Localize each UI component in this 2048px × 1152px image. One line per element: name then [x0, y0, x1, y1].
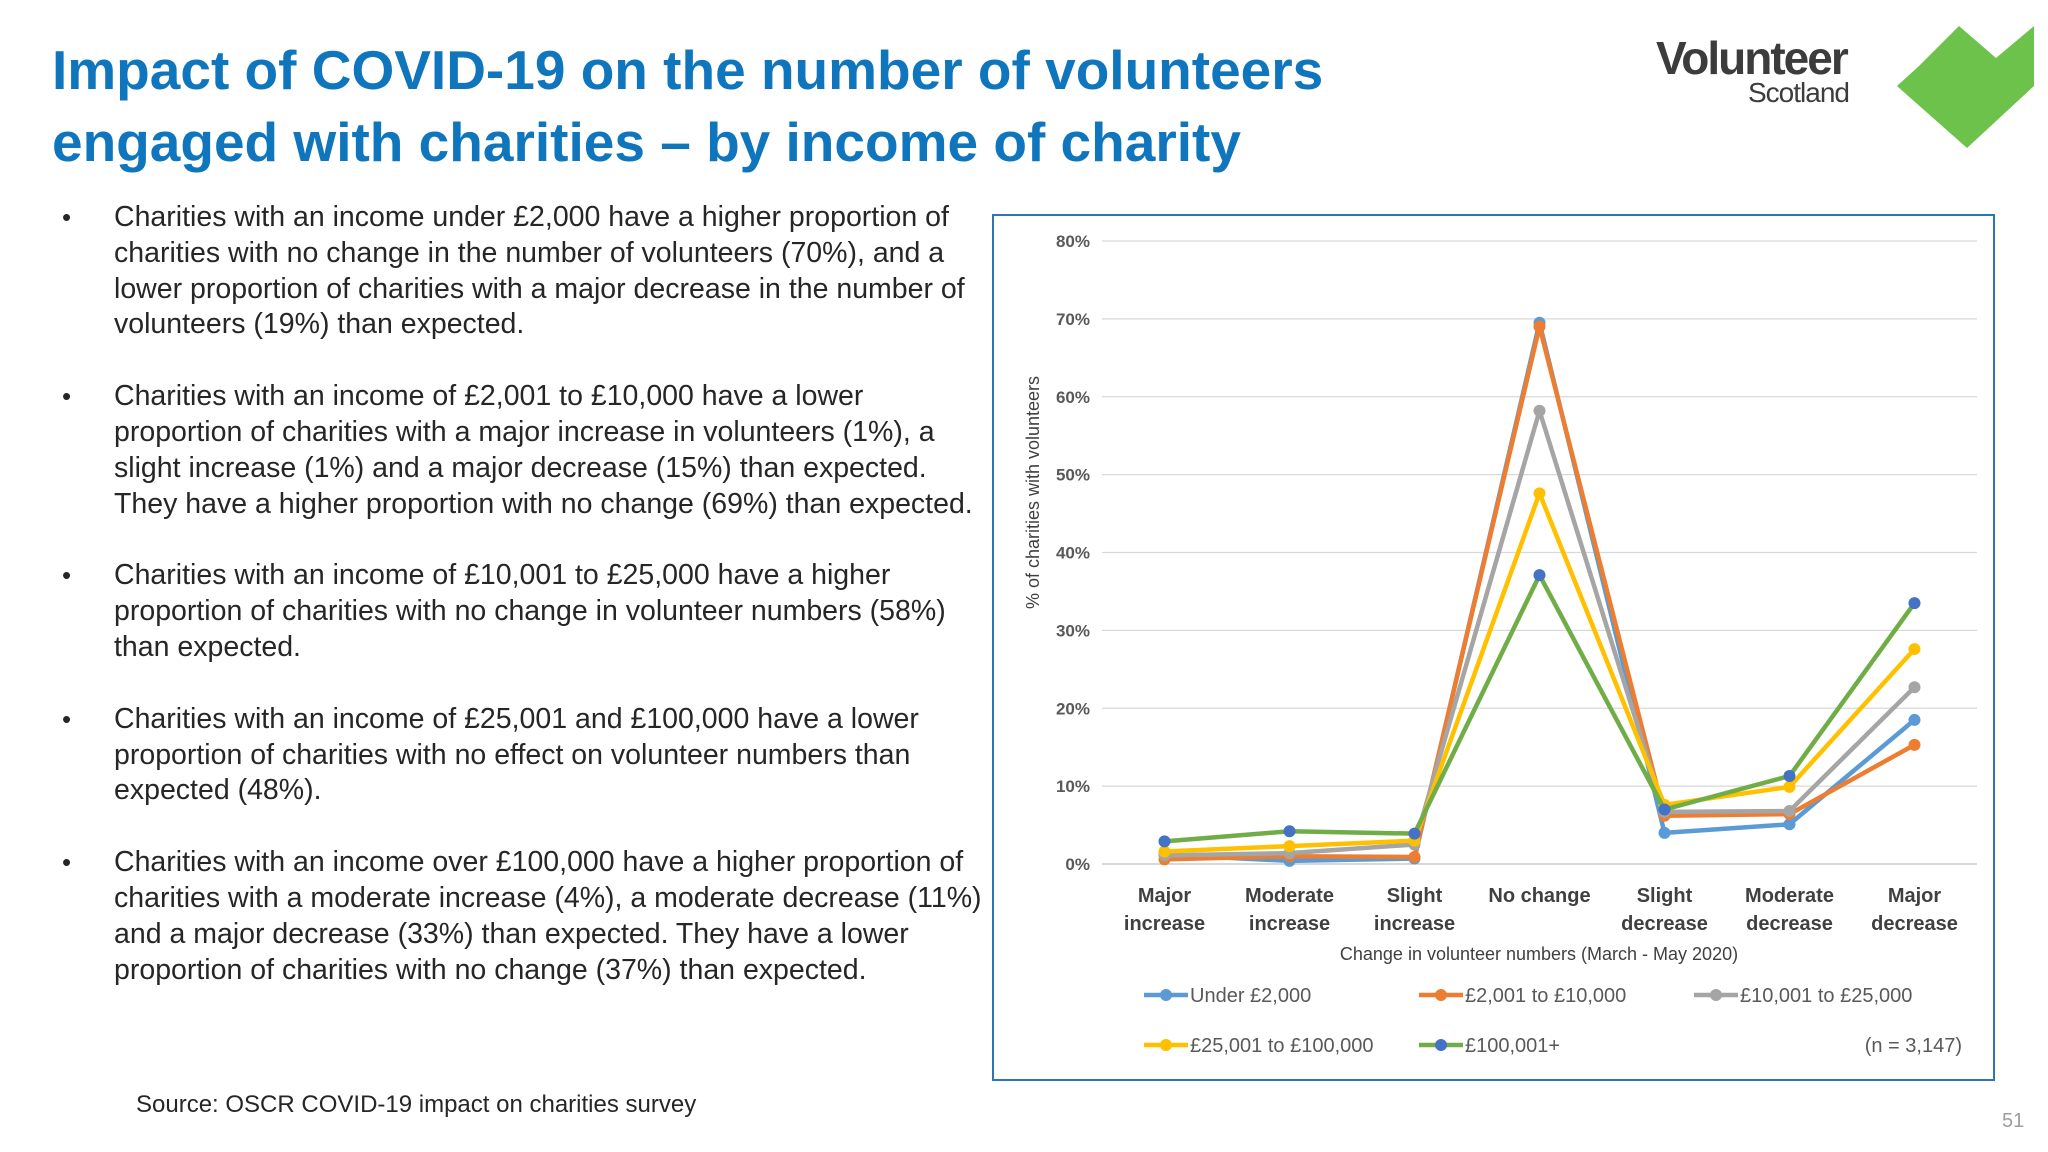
x-category-label: Slight decrease: [1621, 885, 1708, 935]
data-point: [1908, 597, 1921, 610]
data-point: [1408, 827, 1421, 840]
legend-item: £25,001 to £100,000: [1144, 1035, 1374, 1057]
data-point: [1783, 770, 1796, 783]
data-point: [1158, 845, 1171, 858]
logo-text-scotland: Scotland: [1748, 77, 1849, 108]
bullet-dot: •: [62, 560, 72, 591]
data-point: [1908, 681, 1921, 694]
x-category-label: Moderate decrease: [1745, 885, 1834, 935]
legend-item: Under £2,000: [1144, 985, 1311, 1007]
data-point: [1658, 826, 1671, 839]
data-point: [1533, 569, 1546, 582]
slide-title-line-1: Impact of COVID-19 on the number of volu…: [52, 39, 1324, 101]
data-point: [1408, 850, 1421, 863]
bullet-item: • Charities with an income of £10,001 to …: [62, 558, 982, 665]
x-axis-categories: Major increase Moderate increase Slight incre…: [1124, 885, 1958, 935]
bullet-list: • Charities with an income under £2,000 h…: [62, 200, 982, 1024]
data-point: [1783, 818, 1796, 831]
legend: Under £2,000 £2,001 to £10,000 £10,001 to …: [1144, 985, 1912, 1057]
y-tick-label: 10%: [1056, 777, 1090, 796]
data-point: [1783, 780, 1796, 793]
slide-title-line-2: engaged with charities – by income of ch…: [52, 111, 1241, 173]
x-axis-title: Change in volunteer numbers (March - May…: [1340, 944, 1738, 964]
bullet-text: Charities with an income of £10,001 to £…: [114, 559, 946, 663]
series-10-001-to-25-000: [1158, 404, 1921, 862]
legend-swatch-marker: [1435, 1039, 1447, 1051]
chart-container: 0% 10% 20% 30% 40% 50% 60% 70% 80% % of charitie…: [992, 214, 1995, 1081]
y-tick-label: 80%: [1056, 232, 1090, 251]
y-tick-label: 50%: [1056, 466, 1090, 485]
series-25-001-to-100-000: [1158, 487, 1921, 858]
legend-label: £25,001 to £100,000: [1190, 1035, 1374, 1057]
bullet-dot: •: [62, 202, 72, 232]
legend-label: £2,001 to £10,000: [1465, 985, 1626, 1007]
data-point: [1283, 840, 1296, 853]
data-point: [1533, 487, 1546, 500]
legend-label: Under £2,000: [1190, 985, 1311, 1007]
series-under-2-000: [1158, 316, 1921, 867]
x-category-label: Major increase: [1124, 885, 1205, 935]
data-point: [1533, 404, 1546, 417]
y-tick-label: 60%: [1056, 388, 1090, 407]
data-point: [1908, 738, 1921, 751]
logo-text-volunteer: Volunteer: [1656, 32, 1849, 84]
slide-title: Impact of COVID-19 on the number of volu…: [52, 34, 1552, 178]
series-lines: [1158, 316, 1921, 867]
x-category-label: Major decrease: [1871, 885, 1958, 935]
bullet-text: Charities with an income over £100,000 h…: [114, 846, 982, 986]
x-category-label: No change: [1488, 885, 1590, 907]
series-2-001-to-10-000: [1158, 320, 1921, 866]
data-point: [1658, 803, 1671, 816]
bullet-text: Charities with an income of £25,001 and …: [114, 702, 919, 807]
y-tick-label: 70%: [1056, 310, 1090, 329]
legend-label: £10,001 to £25,000: [1740, 985, 1912, 1007]
gridlines: [1102, 240, 1977, 865]
bullet-text: Charities with an income under £2,000 ha…: [114, 201, 965, 341]
bullet-dot: •: [62, 703, 72, 734]
bullet-item: • Charities with an income of £25,001 and…: [62, 702, 982, 809]
y-axis-title: % of charities with volunteers: [1023, 376, 1043, 609]
legend-item: £10,001 to £25,000: [1694, 985, 1912, 1007]
data-point: [1908, 643, 1921, 656]
y-tick-label: 0%: [1065, 855, 1090, 874]
series-line: [1164, 320, 1916, 864]
series-line: [1164, 408, 1917, 858]
legend-item: £2,001 to £10,000: [1419, 985, 1626, 1007]
legend-item: £100,001+: [1419, 1035, 1560, 1057]
series-100-001: [1158, 569, 1921, 848]
source-note: Source: OSCR COVID-19 impact on charitie…: [136, 1091, 697, 1118]
data-point: [1908, 713, 1921, 726]
x-category-label: Moderate increase: [1245, 885, 1334, 935]
bullet-item: • Charities with an income over £100,000 …: [62, 845, 982, 988]
legend-swatch-marker: [1710, 989, 1722, 1001]
bullet-item: • Charities with an income of £2,001 to £…: [62, 379, 982, 522]
bullet-dot: •: [62, 381, 72, 412]
legend-swatch-marker: [1160, 1039, 1172, 1051]
sample-size-annotation: (n = 3,147): [1865, 1035, 1962, 1057]
y-axis-ticks: 0% 10% 20% 30% 40% 50% 60% 70% 80%: [1056, 232, 1090, 874]
legend-swatch-marker: [1160, 989, 1172, 1001]
bullet-item: • Charities with an income under £2,000 h…: [62, 200, 982, 343]
data-point: [1783, 805, 1796, 818]
line-chart: 0% 10% 20% 30% 40% 50% 60% 70% 80% % of charitie…: [1023, 232, 1977, 1057]
data-point: [1158, 835, 1171, 848]
x-category-label: Slight increase: [1374, 885, 1455, 935]
y-tick-label: 30%: [1056, 621, 1090, 640]
heart-icon: [1897, 26, 2034, 148]
bullet-dot: •: [62, 847, 72, 878]
y-tick-label: 20%: [1056, 699, 1090, 718]
y-tick-label: 40%: [1056, 544, 1090, 563]
legend-label: £100,001+: [1465, 1035, 1560, 1057]
data-point: [1533, 320, 1546, 333]
bullet-text: Charities with an income of £2,001 to £1…: [114, 380, 973, 520]
volunteer-scotland-logo: Volunteer Scotland: [1656, 26, 2034, 148]
legend-swatch-marker: [1435, 989, 1447, 1001]
data-point: [1283, 825, 1296, 838]
page-number: 51: [2002, 1110, 2025, 1132]
